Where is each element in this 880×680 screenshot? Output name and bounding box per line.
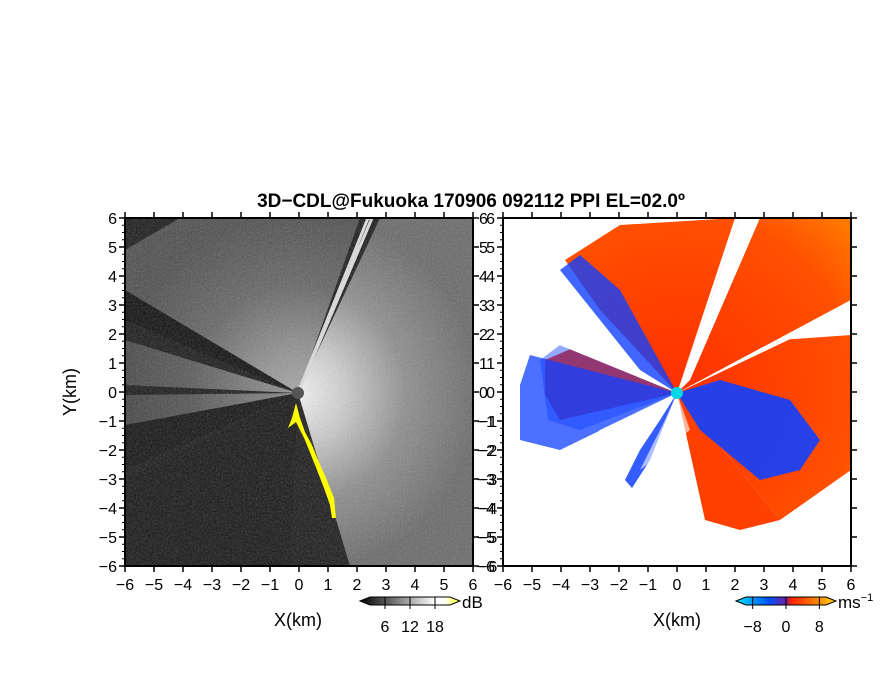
velocity-x-tick-label: −2 [610, 577, 628, 594]
velocity-y-tick-label: 6 [486, 211, 495, 228]
reflectivity-y-tick-label: −6 [99, 559, 117, 576]
velocity-y-tick-label: −4 [477, 501, 495, 518]
velocity-y-tick-label: −5 [477, 530, 495, 547]
reflectivity-y-tick-label-right: −1 [479, 414, 497, 431]
reflectivity-x-tick-label: −6 [116, 577, 134, 594]
velocity-x-tick-label: 4 [789, 577, 798, 594]
reflectivity-x-tick-label: 3 [382, 577, 391, 594]
velocity-y-tick-label: −3 [477, 472, 495, 489]
reflectivity-y-tick-label-right: 1 [479, 356, 488, 373]
echo-boundary [288, 403, 336, 518]
reflectivity-y-tick-label-right: −6 [479, 559, 497, 576]
reflectivity-x-tick-label: 2 [353, 577, 362, 594]
velocity-x-tick-label: 6 [847, 577, 856, 594]
reflectivity-y-tick-label: 0 [108, 385, 117, 402]
reflectivity-y-tick-label: 3 [108, 298, 117, 315]
velocity-colorbar-tick-label: 0 [782, 619, 791, 636]
reflectivity-y-tick-label-right: 6 [479, 211, 488, 228]
reflectivity-y-tick-label: −4 [99, 501, 117, 518]
reflectivity-y-tick-label-right: −2 [479, 443, 497, 460]
reflectivity-panel: −6 −5 −4 −3 −2 −1 0 1 2 3 4 5 6−6 −6−5 −5−4 −4−3 −3−2 −2−… [60, 211, 497, 630]
reflectivity-colorbar-tick-label: 12 [401, 619, 419, 636]
reflectivity-colorbar-tick-label: 6 [381, 619, 390, 636]
reflectivity-y-tick-label-right: 5 [479, 240, 488, 257]
velocity-x-tick-label: 3 [760, 577, 769, 594]
velocity-axes: −6 −5 −4 −3 −2 −1 0 1 2 3 4 5 6 −6 −5 −4 −3 −2 −1 0 1 2 3 4 5 6 [477, 211, 857, 594]
reflectivity-axes: −6 −5 −4 −3 −2 −1 0 1 2 3 4 5 6−6 −6−5 −5−4 −4−3 −3−2 −2−… [99, 211, 498, 594]
reflectivity-x-tick-label: 5 [440, 577, 449, 594]
velocity-y-tick-label: 2 [486, 327, 495, 344]
velocity-colorbar-tick-label: 8 [815, 619, 824, 636]
velocity-y-tick-label: 4 [486, 269, 495, 286]
reflectivity-colorbar-tick-label: 18 [426, 619, 444, 636]
reflectivity-y-tick-label: −1 [99, 414, 117, 431]
velocity-x-tick-label: −5 [523, 577, 541, 594]
reflectivity-y-tick-label: 4 [108, 269, 117, 286]
velocity-y-tick-label: −2 [477, 443, 495, 460]
velocity-colorbar: −8 0 8 ms−1 [734, 592, 873, 636]
reflectivity-x-label: X(km) [274, 610, 322, 630]
velocity-x-tick-label: −1 [639, 577, 657, 594]
reflectivity-x-tick-label: 0 [295, 577, 304, 594]
velocity-y-tick-label: −6 [477, 559, 495, 576]
reflectivity-y-tick-label: 1 [108, 356, 117, 373]
reflectivity-colorbar-unit: dB [462, 593, 483, 612]
reflectivity-x-tick-label: −4 [174, 577, 192, 594]
reflectivity-x-tick-label: 6 [469, 577, 478, 594]
reflectivity-y-tick-label-right: −3 [479, 472, 497, 489]
reflectivity-y-tick-label: 5 [108, 240, 117, 257]
reflectivity-y-tick-label-right: 0 [479, 385, 488, 402]
reflectivity-y-label: Y(km) [60, 368, 80, 416]
reflectivity-y-tick-label-right: 4 [479, 269, 488, 286]
velocity-field [503, 218, 851, 566]
radar-site-right-icon [671, 387, 683, 399]
velocity-y-tick-label: −1 [477, 414, 495, 431]
reflectivity-y-tick-label: 6 [108, 211, 117, 228]
reflectivity-x-tick-label: −5 [145, 577, 163, 594]
velocity-y-tick-label: 0 [486, 385, 495, 402]
velocity-panel: −6 −5 −4 −3 −2 −1 0 1 2 3 4 5 6 −6 −5 −4 −3 −2 −1 0 1 2 3 4 5 6 X… [477, 211, 857, 630]
reflectivity-y-tick-label-right: −4 [479, 501, 497, 518]
velocity-y-tick-label: 1 [486, 356, 495, 373]
figure-title: 3D−CDL@Fukuoka 170906 092112 PPI EL=02.0… [257, 191, 685, 212]
reflectivity-x-tick-label: −3 [203, 577, 221, 594]
velocity-x-label: X(km) [653, 610, 701, 630]
reflectivity-x-tick-label: 1 [324, 577, 333, 594]
velocity-x-tick-label: −6 [494, 577, 512, 594]
reflectivity-x-tick-label: −2 [232, 577, 250, 594]
reflectivity-y-tick-label-right: −5 [479, 530, 497, 547]
reflectivity-y-tick-label: −3 [99, 472, 117, 489]
velocity-x-tick-label: 2 [731, 577, 740, 594]
radar-site-left-icon [292, 387, 304, 399]
reflectivity-x-tick-label: 4 [411, 577, 420, 594]
velocity-x-tick-label: 5 [818, 577, 827, 594]
velocity-x-tick-label: 1 [702, 577, 711, 594]
reflectivity-y-tick-label-right: 3 [479, 298, 488, 315]
velocity-x-tick-label: −4 [552, 577, 570, 594]
reflectivity-x-tick-label: −1 [261, 577, 279, 594]
reflectivity-y-tick-label: 2 [108, 327, 117, 344]
reflectivity-colorbar: 6 12 18 dB [358, 593, 483, 636]
velocity-y-tick-label: 5 [486, 240, 495, 257]
reflectivity-y-tick-label-right: 2 [479, 327, 488, 344]
reflectivity-y-tick-label: −5 [99, 530, 117, 547]
reflectivity-y-tick-label: −2 [99, 443, 117, 460]
velocity-y-tick-label: 3 [486, 298, 495, 315]
velocity-x-tick-label: 0 [673, 577, 682, 594]
velocity-x-tick-label: −3 [581, 577, 599, 594]
velocity-colorbar-tick-label: −8 [744, 619, 762, 636]
velocity-colorbar-unit: ms−1 [838, 592, 873, 612]
